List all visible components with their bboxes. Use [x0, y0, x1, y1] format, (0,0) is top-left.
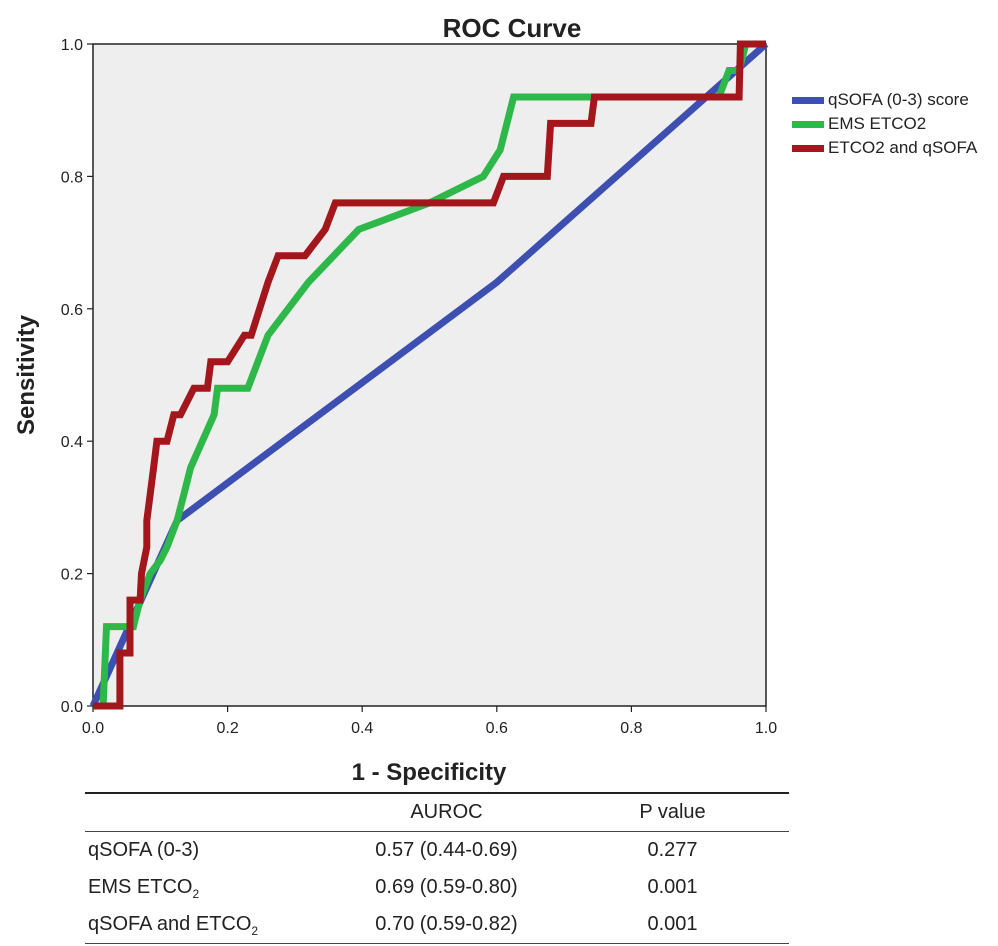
- roc-chart: ROC Curve 0.0 0.2 0.4 0.6 0.8 1.0 0.0 0.2 0.4 0.6…: [13, 13, 777, 786]
- y-tick-label: 0.2: [61, 567, 83, 584]
- y-tick-label: 0.0: [61, 699, 83, 716]
- table-row: EMS ETCO2 0.69 (0.59-0.80) 0.001: [85, 869, 789, 906]
- auroc-table: AUROC P value qSOFA (0-3) 0.57 (0.44-0.6…: [85, 792, 789, 944]
- y-tick-label: 0.4: [61, 434, 83, 451]
- table-row: qSOFA (0-3) 0.57 (0.44-0.69) 0.277: [85, 832, 789, 869]
- x-tick-label: 1.0: [755, 720, 777, 737]
- header-cell-auroc: AUROC: [410, 801, 483, 823]
- row-label: qSOFA (0-3): [88, 839, 200, 861]
- legend-swatch: [792, 120, 824, 128]
- plot-area: [92, 43, 767, 707]
- x-axis-label: 1 - Specificity: [352, 759, 507, 786]
- table-row: qSOFA and ETCO2 0.70 (0.59-0.82) 0.001: [85, 906, 789, 943]
- legend-item: EMS ETCO2: [792, 112, 977, 136]
- legend-swatch: [792, 96, 824, 104]
- legend-swatch: [792, 144, 824, 152]
- table-bottom-rule: [85, 943, 789, 944]
- y-axis-label: Sensitivity: [13, 314, 40, 435]
- header-cell-pvalue: P value: [639, 801, 706, 823]
- row-pvalue: 0.001: [647, 913, 698, 935]
- series-line-3: [93, 40, 766, 710]
- x-tick-label: 0.8: [620, 720, 642, 737]
- x-tick-label: 0.4: [351, 720, 373, 737]
- y-tick-label: 0.8: [61, 169, 83, 186]
- x-tick-label: 0.6: [486, 720, 508, 737]
- table-header-rule: [85, 831, 789, 832]
- x-tick-label: 0.2: [216, 720, 238, 737]
- row-auroc: 0.70 (0.59-0.82): [375, 913, 518, 935]
- row-pvalue: 0.277: [647, 839, 698, 861]
- legend-item: ETCO2 and qSOFA: [792, 136, 977, 160]
- row-auroc: 0.57 (0.44-0.69): [375, 839, 518, 861]
- y-tick-label: 0.6: [61, 302, 83, 319]
- legend-item: qSOFA (0-3) score: [792, 88, 977, 112]
- legend: qSOFA (0-3) score EMS ETCO2 ETCO2 and qSOF…: [792, 88, 977, 160]
- chart-title: ROC Curve: [443, 13, 582, 43]
- y-tick-label: 1.0: [61, 37, 83, 54]
- legend-label: EMS ETCO2: [828, 114, 927, 133]
- x-tick-label: 0.0: [82, 720, 104, 737]
- table-top-rule: [85, 792, 789, 794]
- row-label: EMS ETCO2: [88, 876, 200, 901]
- legend-label: qSOFA (0-3) score: [828, 90, 969, 109]
- row-label: qSOFA and ETCO2: [88, 913, 259, 938]
- row-pvalue: 0.001: [647, 876, 698, 898]
- row-auroc: 0.69 (0.59-0.80): [375, 876, 518, 898]
- legend-label: ETCO2 and qSOFA: [828, 138, 978, 157]
- table-header-row: AUROC P value: [85, 794, 789, 831]
